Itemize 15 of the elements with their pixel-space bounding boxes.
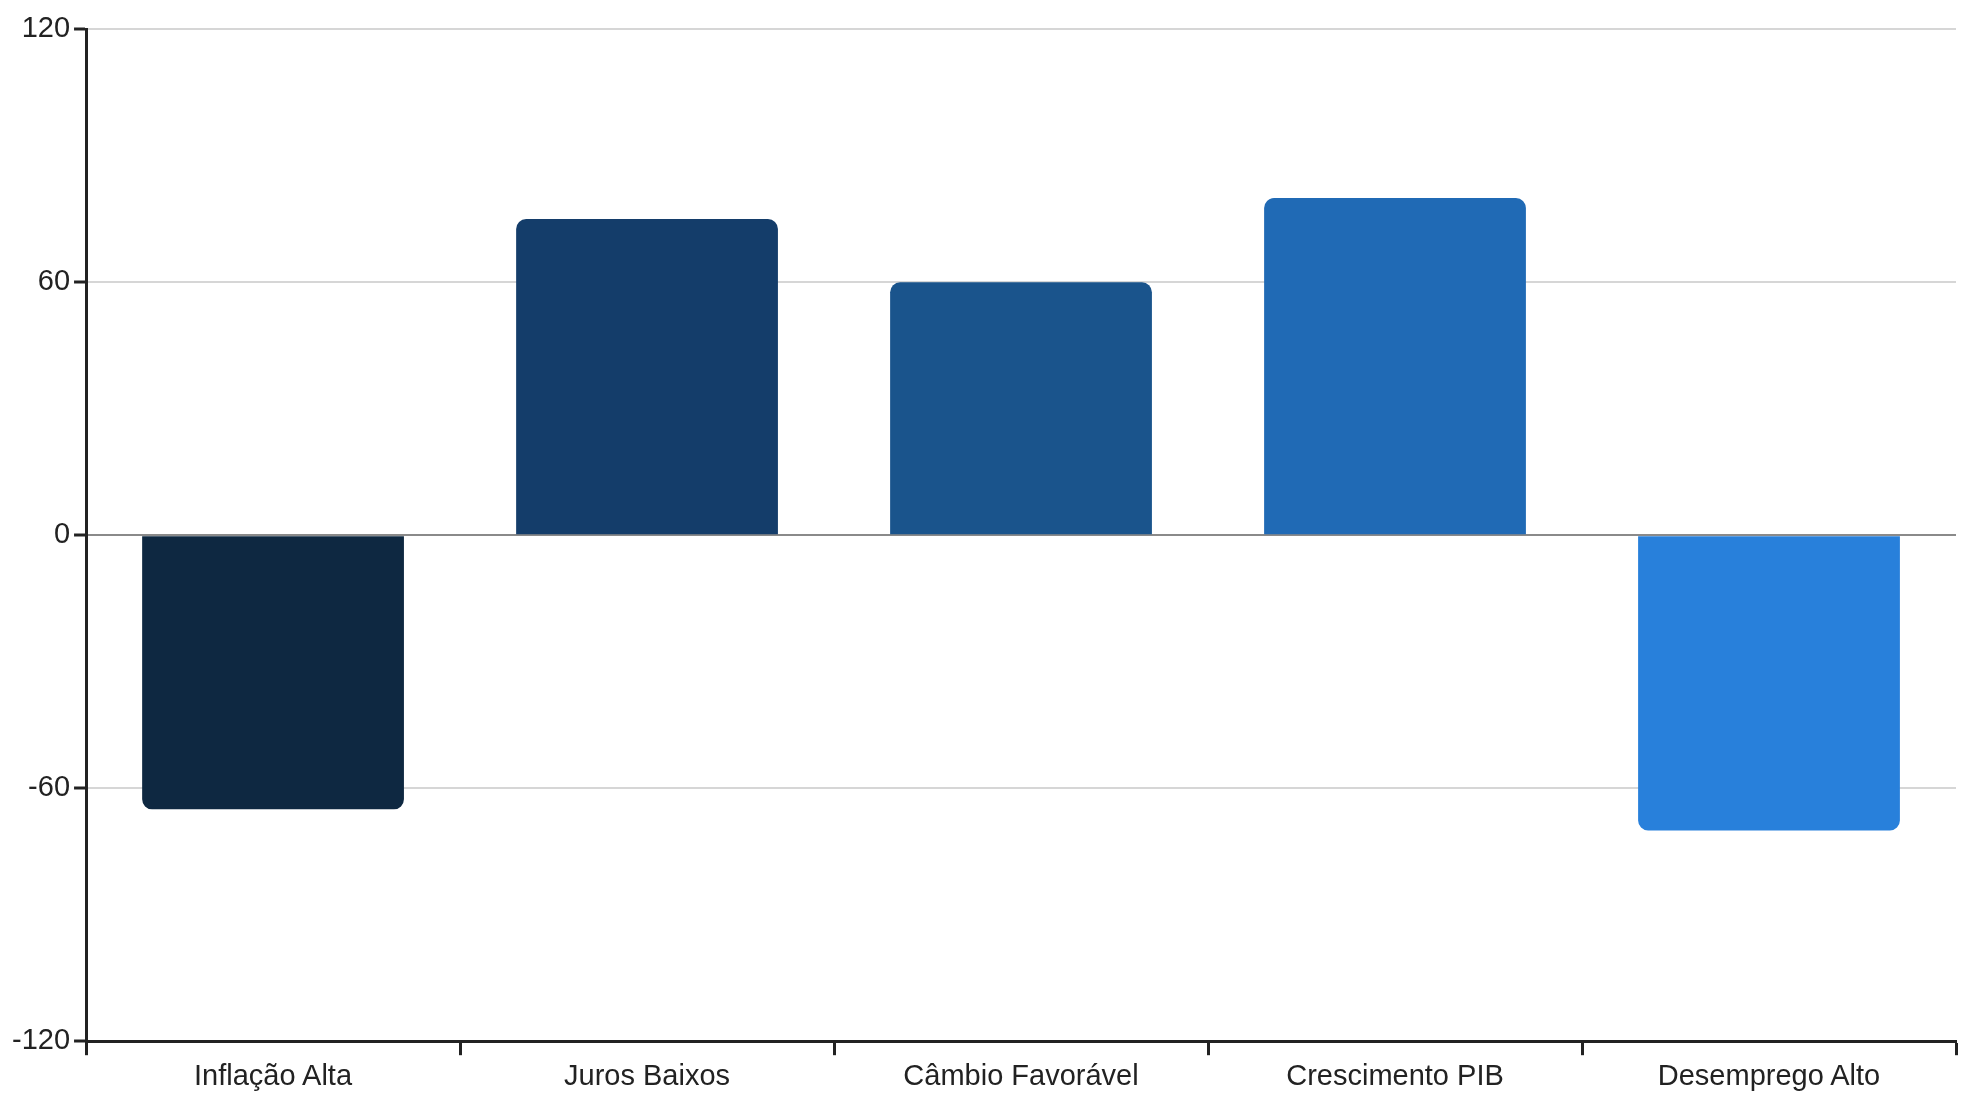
bar	[142, 536, 404, 810]
bar	[1264, 198, 1526, 535]
y-tick-label: 120	[21, 11, 71, 44]
y-tick-label: 0	[53, 517, 71, 550]
bar	[1638, 536, 1900, 831]
x-tick-label: Inflação Alta	[194, 1058, 353, 1091]
y-tick-label: -60	[28, 770, 71, 803]
bar	[516, 219, 778, 535]
y-tick-label: -120	[12, 1023, 71, 1056]
bar	[890, 282, 1152, 535]
y-tick-label: 60	[37, 264, 71, 297]
x-tick-label: Juros Baixos	[564, 1058, 731, 1091]
x-tick-label: Câmbio Favorável	[903, 1058, 1139, 1091]
x-tick-label: Desemprego Alto	[1657, 1058, 1881, 1091]
x-tick-label: Crescimento PIB	[1286, 1058, 1504, 1091]
